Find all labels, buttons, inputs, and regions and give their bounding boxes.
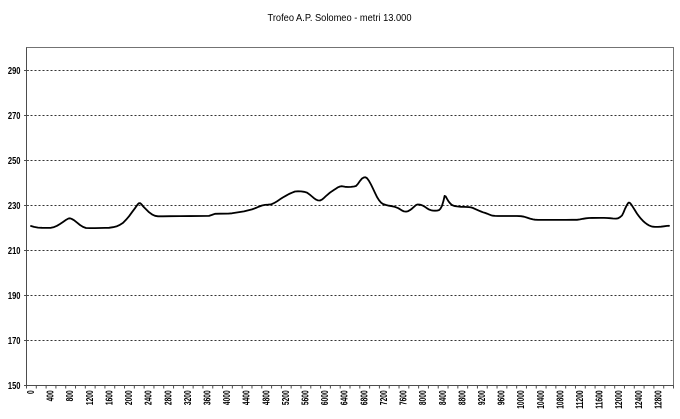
- svg-text:9600: 9600: [497, 390, 508, 405]
- svg-text:5200: 5200: [281, 390, 292, 405]
- svg-text:6000: 6000: [320, 390, 331, 405]
- svg-text:8400: 8400: [438, 390, 449, 405]
- svg-text:9200: 9200: [477, 390, 488, 405]
- svg-text:400: 400: [46, 390, 57, 401]
- svg-text:12800: 12800: [653, 390, 664, 409]
- svg-text:12400: 12400: [634, 390, 645, 409]
- svg-text:11200: 11200: [575, 390, 586, 409]
- svg-text:10800: 10800: [555, 390, 566, 409]
- svg-text:11600: 11600: [595, 390, 606, 409]
- svg-text:10400: 10400: [536, 390, 547, 409]
- svg-text:2800: 2800: [163, 390, 174, 405]
- svg-text:290: 290: [8, 66, 21, 77]
- svg-text:Trofeo A.P. Solomeo - metri 13: Trofeo A.P. Solomeo - metri 13.000: [268, 13, 412, 24]
- svg-text:4000: 4000: [222, 390, 233, 405]
- svg-text:4800: 4800: [261, 390, 272, 405]
- svg-text:800: 800: [65, 390, 76, 401]
- svg-text:5600: 5600: [301, 390, 312, 405]
- svg-text:8000: 8000: [418, 390, 429, 405]
- svg-text:0: 0: [26, 390, 37, 394]
- svg-text:6400: 6400: [340, 390, 351, 405]
- svg-text:8800: 8800: [457, 390, 468, 405]
- svg-text:6800: 6800: [359, 390, 370, 405]
- svg-text:230: 230: [8, 201, 21, 212]
- svg-text:150: 150: [8, 381, 21, 392]
- svg-text:210: 210: [8, 246, 21, 257]
- svg-text:2000: 2000: [124, 390, 135, 405]
- svg-text:1200: 1200: [85, 390, 96, 405]
- svg-text:4400: 4400: [242, 390, 253, 405]
- svg-text:170: 170: [8, 336, 21, 347]
- svg-text:1600: 1600: [104, 390, 115, 405]
- svg-text:190: 190: [8, 291, 21, 302]
- svg-text:10000: 10000: [516, 390, 527, 409]
- svg-text:250: 250: [8, 156, 21, 167]
- svg-text:7600: 7600: [399, 390, 410, 405]
- svg-text:12000: 12000: [614, 390, 625, 409]
- svg-text:270: 270: [8, 111, 21, 122]
- svg-text:7200: 7200: [379, 390, 390, 405]
- svg-text:2400: 2400: [144, 390, 155, 405]
- svg-text:3600: 3600: [203, 390, 214, 405]
- svg-text:3200: 3200: [183, 390, 194, 405]
